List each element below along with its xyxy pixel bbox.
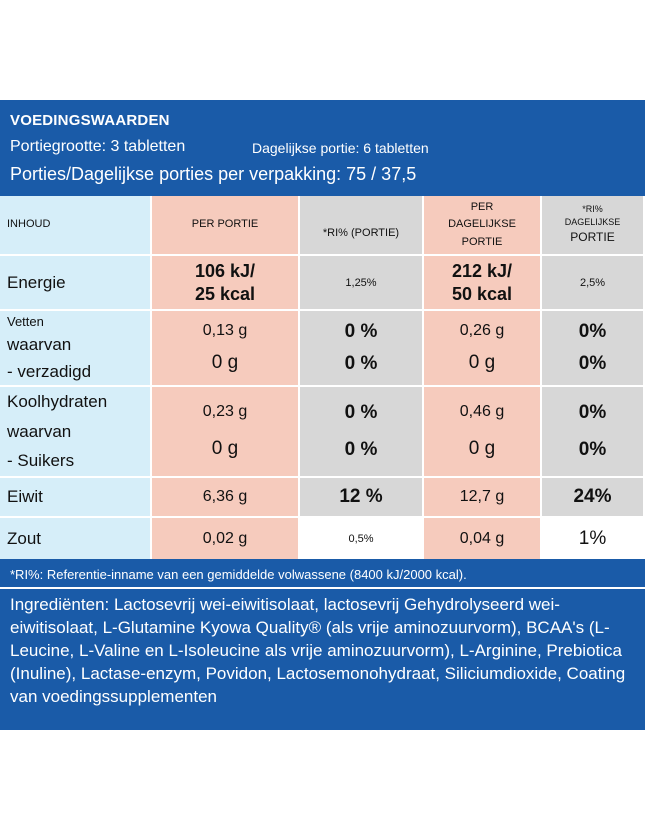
energy-label: Energie	[7, 272, 66, 292]
carbs-sub2: - Suikers	[7, 451, 75, 471]
energy-daily-kcal: 50 kcal	[451, 283, 513, 304]
fat-daily-cell: 0,26 g 0 g	[424, 311, 542, 387]
sugar-daily: 0 g	[468, 437, 496, 459]
row-protein: Eiwit	[0, 478, 152, 518]
fat-sub1: waarvan	[7, 335, 72, 355]
energy-serving-kcal: 25 kcal	[194, 283, 256, 304]
energy-daily-kj: 212 kJ/	[451, 261, 513, 281]
fat-daily: 0,26 g	[459, 322, 505, 340]
salt-ri-daily: 1%	[542, 518, 645, 559]
protein-ri-daily: 24%	[542, 478, 645, 518]
col-header-per-daily: PER DAGELIJKSE PORTIE	[424, 196, 542, 256]
row-energy: Energie	[0, 256, 152, 311]
salt-daily: 0,04 g	[424, 518, 542, 559]
label-header: VOEDINGSWAARDEN Portiegrootte: 3 tablett…	[0, 100, 645, 196]
carbs-ri-daily: 0%	[578, 402, 607, 423]
sat-serving: 0 g	[211, 351, 239, 373]
nutrition-table: INHOUD PER PORTIE *RI% (PORTIE) PER DAGE…	[0, 196, 645, 559]
salt-label: Zout	[7, 528, 42, 548]
servings-per-pack: Porties/Dagelijkse porties per verpakkin…	[10, 164, 417, 184]
fat-label: Vetten	[7, 314, 44, 330]
protein-daily: 12,7 g	[424, 478, 542, 518]
carbs-daily: 0,46 g	[459, 403, 505, 421]
fat-ri-daily: 0%	[578, 321, 607, 342]
protein-ri-serving: 12 %	[300, 478, 424, 518]
protein-label: Eiwit	[7, 487, 43, 507]
fat-ri-serving: 0 %	[344, 321, 378, 342]
row-fat: Vetten waarvan - verzadigd	[0, 311, 152, 387]
nutrition-label: VOEDINGSWAARDEN Portiegrootte: 3 tablett…	[0, 100, 645, 730]
carbs-label: Koolhydraten	[7, 392, 108, 412]
carbs-ri-serving: 0 %	[344, 402, 378, 423]
label-footer: *RI%: Referentie-inname van een gemiddel…	[0, 559, 645, 730]
ingredients-text: Ingrediënten: Lactosevrij wei-eiwitisola…	[10, 595, 626, 706]
energy-daily: 212 kJ/50 kcal	[424, 256, 542, 311]
ri-daily-line3: PORTIE	[570, 230, 615, 245]
ri-daily-line1: *RI%	[582, 204, 603, 215]
carbs-daily-cell: 0,46 g 0 g	[424, 387, 542, 478]
ri-daily-line2: DAGELIJKSE	[564, 217, 621, 228]
sat-daily: 0 g	[468, 351, 496, 373]
fat-serving: 0,13 g	[202, 322, 248, 340]
carbs-ri-daily-cell: 0% 0%	[542, 387, 645, 478]
salt-serving: 0,02 g	[152, 518, 300, 559]
col-header-content: INHOUD	[0, 196, 152, 256]
sugar-serving: 0 g	[211, 437, 239, 459]
energy-ri-serving: 1,25%	[300, 256, 424, 311]
daily-serving: Dagelijkse portie: 6 tabletten	[252, 140, 429, 156]
sugar-ri-daily: 0%	[578, 439, 607, 460]
label-title: VOEDINGSWAARDEN	[10, 112, 170, 129]
energy-serving: 106 kJ/25 kcal	[152, 256, 300, 311]
protein-serving: 6,36 g	[152, 478, 300, 518]
fat-sub2: - verzadigd	[7, 361, 92, 381]
carbs-sub1: waarvan	[7, 421, 72, 441]
row-carbs: Koolhydraten waarvan - Suikers	[0, 387, 152, 478]
carbs-ri-serving-cell: 0 % 0 %	[300, 387, 424, 478]
row-salt: Zout	[0, 518, 152, 559]
sat-ri-daily: 0%	[578, 353, 607, 374]
ri-footnote: *RI%: Referentie-inname van een gemiddel…	[10, 567, 467, 582]
energy-serving-kj: 106 kJ/	[194, 261, 256, 281]
salt-ri-serving: 0,5%	[300, 518, 424, 559]
fat-serving-cell: 0,13 g 0 g	[152, 311, 300, 387]
serving-size: Portiegrootte: 3 tabletten	[10, 138, 186, 155]
sat-ri-serving: 0 %	[344, 353, 378, 374]
carbs-serving-cell: 0,23 g 0 g	[152, 387, 300, 478]
col-header-ri-daily: *RI% DAGELIJKSE PORTIE	[542, 196, 645, 256]
carbs-serving: 0,23 g	[202, 403, 248, 421]
fat-ri-daily-cell: 0% 0%	[542, 311, 645, 387]
energy-ri-daily: 2,5%	[542, 256, 645, 311]
sugar-ri-serving: 0 %	[344, 439, 378, 460]
col-header-per-serving: PER PORTIE	[152, 196, 300, 256]
footer-divider	[0, 587, 645, 589]
col-header-ri-serving: *RI% (PORTIE)	[300, 196, 424, 256]
fat-ri-serving-cell: 0 % 0 %	[300, 311, 424, 387]
